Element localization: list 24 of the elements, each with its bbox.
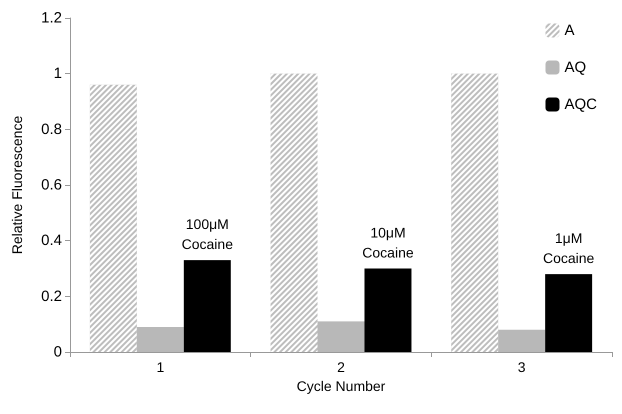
legend-label: A	[564, 22, 575, 39]
annotation: 1μM Cocaine	[542, 230, 595, 266]
bar	[318, 321, 364, 352]
x-tick-label: 2	[337, 359, 346, 375]
y-tick-label: 0	[54, 344, 62, 360]
legend-label: AQC	[564, 96, 598, 113]
bar	[498, 330, 546, 352]
y-tick-label: 1.2	[41, 10, 62, 26]
annotation: 10μM Cocaine	[362, 224, 414, 260]
y-tick-label: 0.4	[41, 232, 62, 250]
annotation: 100μM Cocaine	[182, 216, 234, 252]
y-tick-label: 0.8	[41, 120, 62, 138]
y-axis-title: Relative Fluorescence	[9, 116, 25, 254]
x-tick-label: 3	[518, 359, 526, 375]
bar	[184, 260, 231, 352]
x-axis-title: Cycle Number	[296, 378, 386, 394]
legend-label: AQ	[564, 59, 586, 76]
y-tick-label: 0.2	[41, 288, 62, 305]
bar	[136, 326, 184, 352]
x-tick-label: 1	[156, 359, 164, 375]
y-tick-label: 0.6	[41, 176, 62, 194]
bar	[364, 268, 412, 352]
bar	[545, 274, 592, 352]
y-tick-label: 1	[54, 65, 62, 82]
